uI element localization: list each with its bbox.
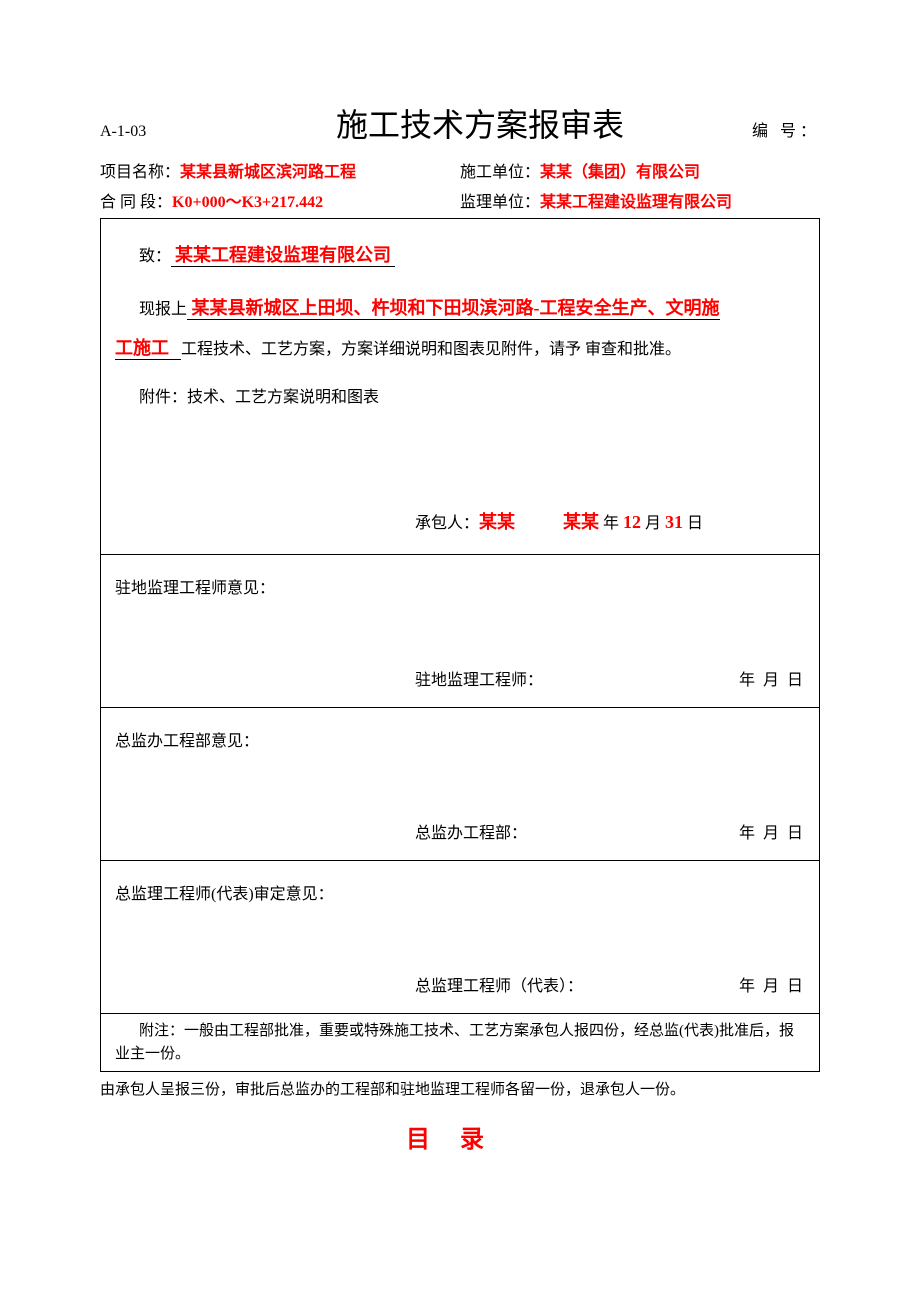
section-label: 合 同 段： <box>100 194 172 211</box>
cell-main: 致： 某某工程建设监理有限公司 现报上 某某县新城区上田坝、杵坝和下田坝滨河路-… <box>101 219 819 555</box>
signer-line: 承包人：某某 某某 年 12 月 31 日 <box>115 504 805 540</box>
to-value: 某某工程建设监理有限公司 <box>175 245 391 265</box>
form-table: 致： 某某工程建设监理有限公司 现报上 某某县新城区上田坝、杵坝和下田坝滨河路-… <box>100 218 820 1072</box>
signer-value: 某某 <box>479 512 515 532</box>
dept-sig-line: 总监办工程部： 年 月 日 <box>115 818 805 850</box>
chief-sig: 总监理工程师（代表）： <box>415 971 739 1003</box>
serial-label: 编 号： <box>730 117 820 141</box>
to-label: 致： <box>139 248 171 265</box>
dept-date: 年 月 日 <box>739 818 805 850</box>
attachment-line: 附件：技术、工艺方案说明和图表 <box>115 382 805 414</box>
report-value-1: 某某县新城区上田坝、杵坝和下田坝滨河路-工程安全生产、文明施 <box>187 298 720 320</box>
chief-opinion-label: 总监理工程师(代表)审定意见： <box>115 879 805 911</box>
contractor-label: 施工单位： <box>460 164 540 181</box>
meta-row-2: 合 同 段：K0+000～K3+217.442 监理单位：某某工程建设监理有限公… <box>100 188 820 212</box>
month-label: 月 <box>641 515 665 532</box>
meta-supervisor: 监理单位：某某工程建设监理有限公司 <box>460 188 820 212</box>
report-suffix: 工程技术、工艺方案，方案详细说明和图表见附件，请予 审查和批准。 <box>181 341 681 358</box>
meta-row-1: 项目名称：某某县新城区滨河路工程 施工单位：某某（集团）有限公司 <box>100 158 820 182</box>
to-underline: 某某工程建设监理有限公司 <box>171 248 395 267</box>
cell-inner-note: 附注：一般由工程部批准，重要或特殊施工技术、工艺方案承包人报四份，经总监(代表)… <box>101 1014 819 1071</box>
cell-dept: 总监办工程部意见： 总监办工程部： 年 月 日 <box>101 708 819 861</box>
blank-underline <box>169 341 181 360</box>
inner-note: 附注：一般由工程部批准，重要或特殊施工技术、工艺方案承包人报四份，经总监(代表)… <box>115 1023 794 1062</box>
day-label: 日 <box>683 515 703 532</box>
supervisor-value: 某某工程建设监理有限公司 <box>540 194 732 211</box>
report-label: 现报上 <box>115 301 187 318</box>
year-label: 年 <box>599 515 623 532</box>
cell-resident: 驻地监理工程师意见： 驻地监理工程师： 年 月 日 <box>101 555 819 708</box>
project-label: 项目名称： <box>100 164 180 181</box>
meta-contractor: 施工单位：某某（集团）有限公司 <box>460 158 820 182</box>
chief-date: 年 月 日 <box>739 971 805 1003</box>
chief-sig-line: 总监理工程师（代表）： 年 月 日 <box>115 971 805 1003</box>
report-block: 现报上 某某县新城区上田坝、杵坝和下田坝滨河路-工程安全生产、文明施 工施工 工… <box>115 289 805 368</box>
resident-date: 年 月 日 <box>739 665 805 697</box>
cell-chief: 总监理工程师(代表)审定意见： 总监理工程师（代表）： 年 月 日 <box>101 861 819 1014</box>
meta-section: 合 同 段：K0+000～K3+217.442 <box>100 188 460 212</box>
outer-note: 由承包人呈报三份，审批后总监办的工程部和驻地监理工程师各留一份，退承包人一份。 <box>100 1078 820 1099</box>
contractor-value: 某某（集团）有限公司 <box>540 164 700 181</box>
main-title: 施工技术方案报审表 <box>230 100 730 146</box>
supervisor-label: 监理单位： <box>460 194 540 211</box>
signer-label: 承包人： <box>415 515 479 532</box>
dept-opinion-label: 总监办工程部意见： <box>115 726 805 758</box>
resident-sig-line: 驻地监理工程师： 年 月 日 <box>115 665 805 697</box>
resident-sig: 驻地监理工程师： <box>415 665 739 697</box>
form-code: A-1-03 <box>100 123 230 141</box>
meta-project: 项目名称：某某县新城区滨河路工程 <box>100 158 460 182</box>
header-row: A-1-03 施工技术方案报审表 编 号： <box>100 100 820 146</box>
year-value: 某某 <box>563 512 599 532</box>
to-line: 致： 某某工程建设监理有限公司 <box>115 237 805 273</box>
dept-sig: 总监办工程部： <box>415 818 739 850</box>
project-value: 某某县新城区滨河路工程 <box>180 164 356 181</box>
resident-opinion-label: 驻地监理工程师意见： <box>115 573 805 605</box>
section-value: K0+000～K3+217.442 <box>172 194 323 211</box>
toc-title: 目录 <box>100 1119 820 1154</box>
report-value-2: 工施工 <box>115 338 169 360</box>
month-value: 12 <box>623 512 641 532</box>
day-value: 31 <box>665 512 683 532</box>
